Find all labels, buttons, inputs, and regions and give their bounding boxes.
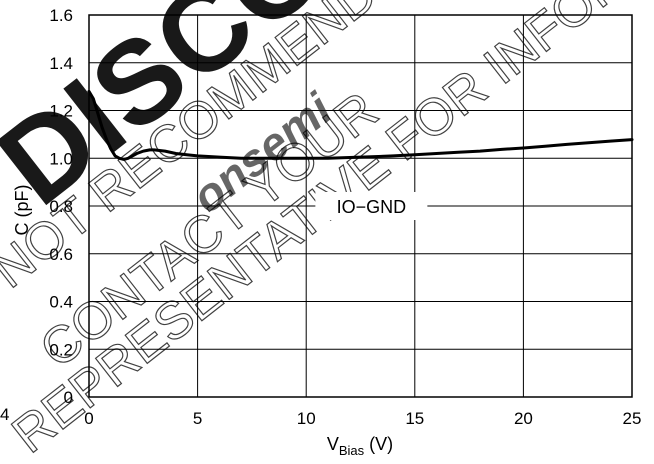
y-tick-label: 0.2 (49, 340, 73, 359)
y-tick-label: 1.4 (49, 54, 73, 73)
x-axis-title: VBias (V) (327, 434, 393, 458)
x-tick-label: 25 (623, 409, 642, 428)
y-tick-labels: 0 0.2 0.4 0.6 0.8 1.0 1.2 1.4 1.6 (49, 6, 73, 407)
watermark-stray-tick: 4 (0, 405, 9, 424)
x-tick-label: 15 (405, 409, 424, 428)
x-tick-label: 5 (193, 409, 202, 428)
x-tick-label: 10 (297, 409, 316, 428)
plot-frame (88, 14, 633, 398)
y-tick-label: 1.6 (49, 6, 73, 25)
y-tick-label: 0.6 (49, 245, 73, 264)
x-tick-labels: 0 5 10 15 20 25 (84, 409, 641, 428)
series-line-io-gnd (87, 89, 634, 161)
x-axis-title-subscript: Bias (339, 443, 365, 458)
x-tick-label: 20 (514, 409, 533, 428)
y-tick-label: 0.8 (49, 197, 73, 216)
y-tick-label: 1.2 (49, 102, 73, 121)
y-tick-label: 0 (64, 388, 73, 407)
x-axis-title-unit: (V) (364, 434, 393, 454)
x-axis-title-main: V (327, 434, 339, 454)
x-tick-label: 0 (84, 409, 93, 428)
y-axis-title: C (pF) (12, 185, 32, 236)
annotation-background (315, 192, 428, 220)
curve-annotation: IO−GND (337, 197, 407, 217)
y-tick-label: 0.4 (49, 293, 73, 312)
y-tick-label: 1.0 (49, 149, 73, 168)
plot-area (87, 14, 634, 398)
